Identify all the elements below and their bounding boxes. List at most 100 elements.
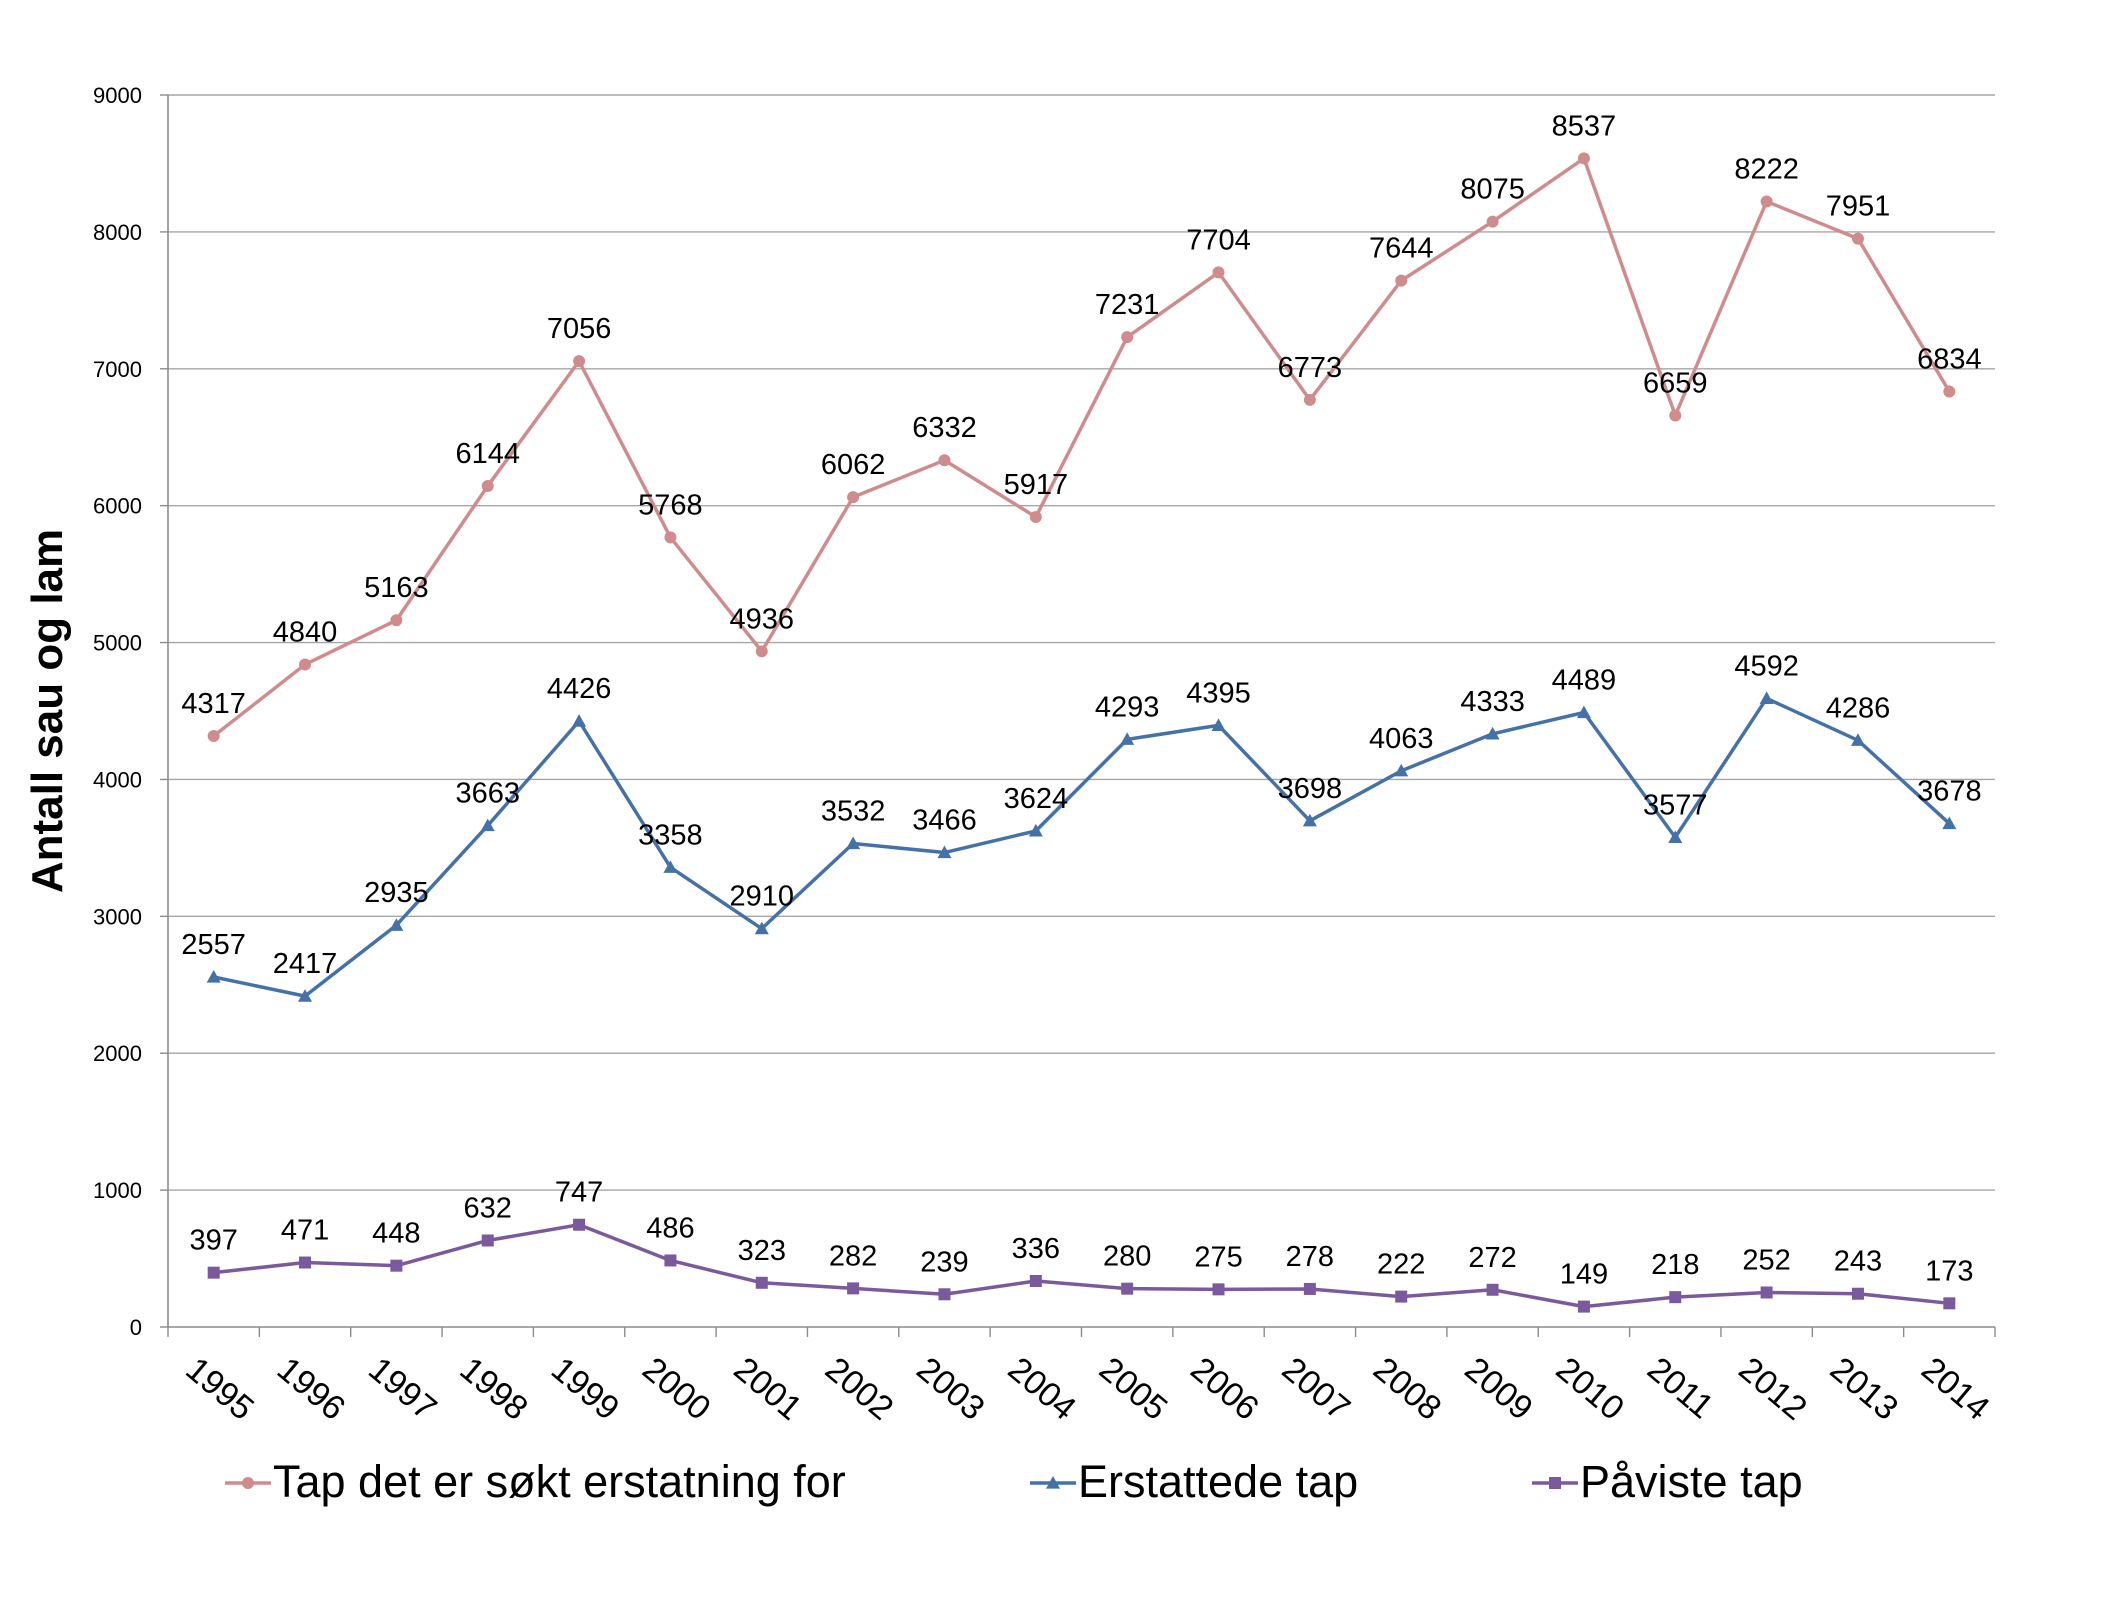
data-point: [1668, 830, 1683, 843]
data-point: [1028, 823, 1043, 837]
x-tick-label: 2009: [1457, 1350, 1539, 1428]
data-point: [664, 1254, 677, 1267]
legend-item: Påviste tap: [1532, 1456, 1803, 1507]
x-tick-label: 2001: [727, 1350, 809, 1428]
x-tick-label: 2012: [1731, 1350, 1813, 1428]
data-point: [390, 614, 403, 627]
data-point: [938, 1288, 951, 1301]
data-point: [1760, 1286, 1773, 1299]
data-label: 747: [555, 1177, 603, 1209]
legend: Tap det er søkt erstatning for Erstattede…: [225, 1456, 1803, 1507]
data-label: 6773: [1278, 352, 1343, 384]
y-tick-label: 6000: [93, 494, 142, 519]
data-label: 4317: [181, 688, 246, 720]
legend-label: Påviste tap: [1580, 1456, 1803, 1507]
data-point: [481, 1234, 494, 1247]
y-tick-label: 4000: [93, 767, 142, 792]
data-label: 8075: [1460, 174, 1525, 206]
data-point: [207, 1266, 220, 1279]
data-label-layer: 4317 4840 5163 6144 7056 5768 4936 6062 6332 5917…: [181, 110, 1981, 1290]
x-tick-label: 2006: [1183, 1350, 1265, 1428]
data-label: 3577: [1643, 789, 1708, 821]
data-label: 4395: [1186, 677, 1251, 709]
data-label: 252: [1742, 1245, 1790, 1277]
data-label: 471: [281, 1215, 329, 1247]
data-point: [1303, 1282, 1316, 1295]
data-label: 278: [1286, 1241, 1334, 1273]
legend-marker: [1549, 1477, 1561, 1489]
data-point: [1395, 274, 1408, 287]
data-point: [481, 479, 494, 492]
data-label: 2910: [730, 881, 795, 913]
legend-marker: [242, 1477, 254, 1489]
data-point: [389, 918, 404, 931]
data-point: [1121, 331, 1134, 344]
data-label: 4333: [1460, 686, 1525, 718]
data-point: [1851, 232, 1864, 245]
data-label: 4063: [1369, 723, 1434, 755]
series-3: [207, 1218, 1956, 1313]
data-point: [390, 1259, 403, 1272]
x-tick-label: 2008: [1366, 1350, 1448, 1428]
data-label: 3624: [1004, 783, 1069, 815]
data-label: 4293: [1095, 691, 1160, 723]
data-label: 149: [1560, 1259, 1608, 1291]
data-label: 3678: [1917, 776, 1982, 808]
series-line: [213, 696, 1951, 998]
data-point: [1486, 1283, 1499, 1296]
data-label: 4426: [547, 673, 612, 705]
data-label: 222: [1377, 1249, 1425, 1281]
x-tick-label: 2014: [1914, 1350, 1996, 1428]
data-label: 7231: [1095, 289, 1160, 321]
data-label: 4936: [730, 603, 795, 635]
x-tick-label: 1999: [544, 1350, 626, 1428]
series-2: [206, 691, 1957, 1002]
data-point: [1302, 813, 1317, 827]
x-tick-label: 1995: [179, 1350, 261, 1428]
x-tick-label: 2003: [909, 1350, 991, 1428]
data-label: 243: [1834, 1246, 1882, 1278]
x-tick-label: 2004: [1001, 1350, 1083, 1428]
legend-label: Erstattede tap: [1078, 1456, 1358, 1507]
data-point: [1121, 1282, 1134, 1295]
y-axis-title: Antall sau og lam: [23, 529, 72, 893]
series-line: [212, 156, 1951, 738]
data-point: [1486, 215, 1499, 228]
data-label: 239: [920, 1246, 968, 1278]
x-tick-label: 1996: [270, 1350, 352, 1428]
data-label: 4592: [1734, 650, 1799, 682]
data-label: 3358: [638, 819, 703, 851]
data-label: 486: [646, 1212, 694, 1244]
data-label: 336: [1012, 1233, 1060, 1265]
data-label: 3698: [1278, 773, 1343, 805]
y-tick-label: 0: [130, 1315, 142, 1340]
data-label: 6659: [1643, 367, 1708, 399]
data-point: [1850, 733, 1865, 746]
data-point: [1395, 1290, 1408, 1303]
data-label: 2557: [181, 929, 246, 961]
data-label: 2935: [364, 877, 429, 909]
data-point: [847, 1282, 860, 1295]
data-point: [1577, 152, 1590, 165]
y-tick-label: 9000: [93, 83, 142, 108]
data-label: 448: [372, 1218, 420, 1250]
data-point: [573, 1218, 586, 1231]
data-point: [754, 921, 769, 935]
data-label: 280: [1103, 1241, 1151, 1273]
x-tick-label: 2007: [1275, 1350, 1357, 1428]
data-point: [1942, 816, 1957, 830]
data-label: 5768: [638, 489, 703, 521]
data-label: 6332: [912, 412, 977, 444]
data-point: [1943, 1297, 1956, 1310]
data-point: [1759, 691, 1774, 705]
data-label: 6834: [1917, 344, 1982, 376]
x-tick-label: 2011: [1640, 1350, 1720, 1426]
data-point: [572, 714, 587, 727]
data-point: [1485, 726, 1500, 740]
data-point: [480, 818, 495, 832]
data-point: [299, 1256, 312, 1269]
legend-item: Erstattede tap: [1030, 1456, 1358, 1507]
data-point: [1394, 763, 1409, 777]
data-point: [207, 730, 220, 743]
